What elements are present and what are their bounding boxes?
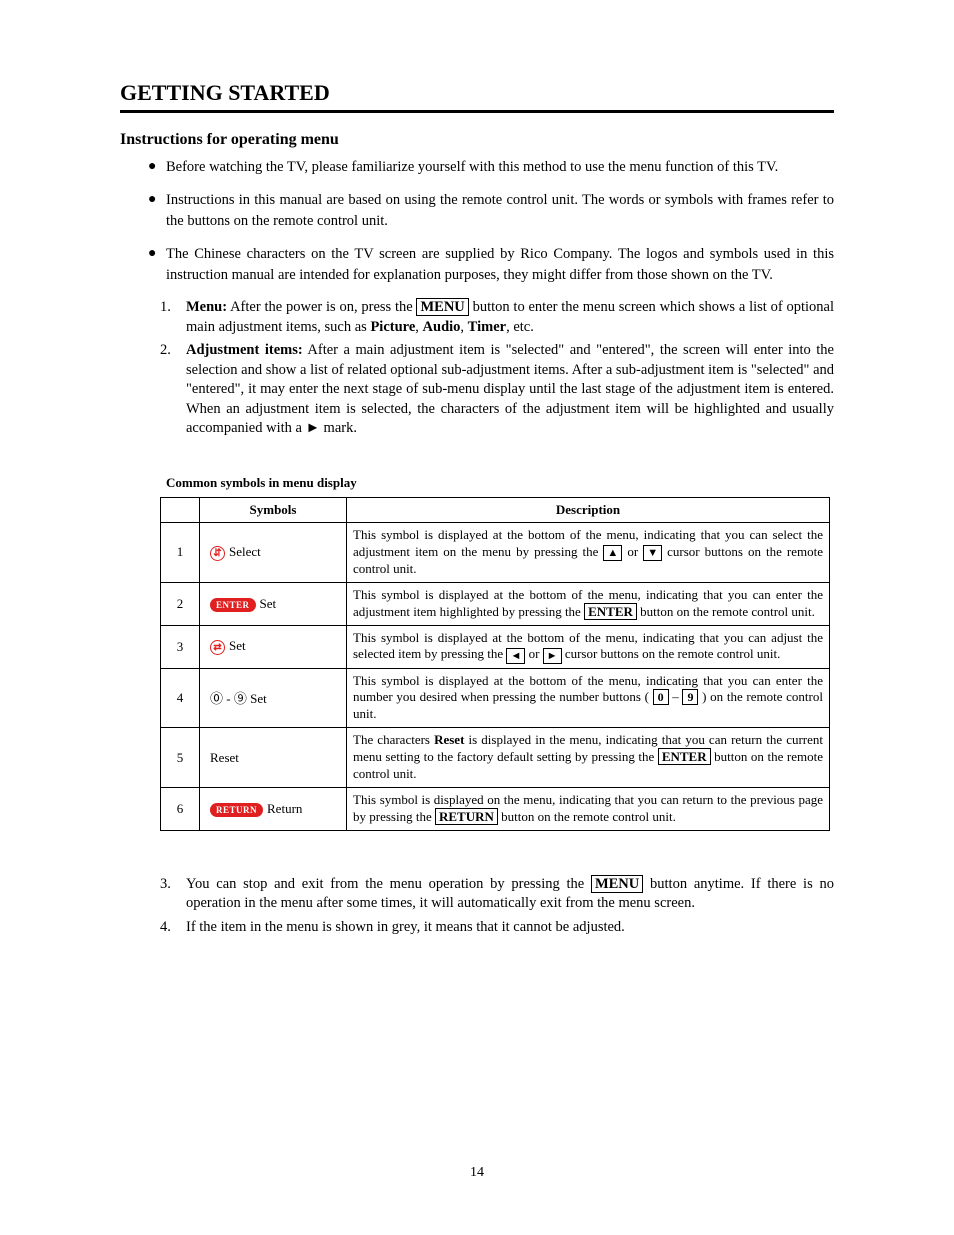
bullet-dot-icon: ● <box>148 244 166 286</box>
description-cell: This symbol is displayed at the bottom o… <box>347 668 830 728</box>
description-cell: This symbol is displayed at the bottom o… <box>347 582 830 625</box>
bullet-text: Before watching the TV, please familiari… <box>166 157 778 178</box>
table-row: 3 ⇄ Set This symbol is displayed at the b… <box>161 625 830 668</box>
table-row: 4 ⓪ - ⑨ Set This symbol is displayed at … <box>161 668 830 728</box>
right-arrow-icon: ► <box>543 648 562 664</box>
item-number: 3. <box>160 875 186 914</box>
row-number: 4 <box>161 668 200 728</box>
enter-button-label: ENTER <box>584 603 637 620</box>
select-icon: ⇵ <box>210 546 225 561</box>
list-item: 1. Menu: After the power is on, press th… <box>160 298 834 337</box>
return-pill-icon: RETURN <box>210 803 263 817</box>
menu-button-label: MENU <box>416 298 468 316</box>
symbol-label: Return <box>267 801 302 816</box>
header-symbols: Symbols <box>200 498 347 523</box>
zero-button-label: 0 <box>653 689 669 705</box>
row-number: 6 <box>161 787 200 830</box>
left-arrow-icon: ◄ <box>506 648 525 664</box>
bullet-text: Instructions in this manual are based on… <box>166 190 834 232</box>
symbol-label: Reset <box>210 750 239 765</box>
symbol-label: Set <box>250 691 267 706</box>
item-body: You can stop and exit from the menu oper… <box>186 875 834 914</box>
table-row: 1 ⇵ Select This symbol is displayed at th… <box>161 523 830 583</box>
list-item: 4. If the item in the menu is shown in g… <box>160 918 834 938</box>
number-range-icon: ⓪ - ⑨ <box>210 688 247 707</box>
table-row: 2 ENTER Set This symbol is displayed at t… <box>161 582 830 625</box>
adjust-icon: ⇄ <box>210 640 225 655</box>
list-item: 2. Adjustment items: After a main adjust… <box>160 341 834 439</box>
row-number: 2 <box>161 582 200 625</box>
header-description: Description <box>347 498 830 523</box>
description-cell: This symbol is displayed at the bottom o… <box>347 523 830 583</box>
return-button-label: RETURN <box>435 808 498 825</box>
bullet-dot-icon: ● <box>148 190 166 232</box>
bullet-item: ● The Chinese characters on the TV scree… <box>148 244 834 286</box>
up-arrow-icon: ▲ <box>603 545 622 561</box>
symbol-label: Select <box>229 544 261 559</box>
row-number: 1 <box>161 523 200 583</box>
enter-pill-icon: ENTER <box>210 598 256 612</box>
symbol-cell: Reset <box>200 728 347 788</box>
symbol-label: Set <box>260 596 277 611</box>
row-number: 5 <box>161 728 200 788</box>
symbol-cell: RETURN Return <box>200 787 347 830</box>
nine-button-label: 9 <box>682 689 698 705</box>
bullet-item: ● Before watching the TV, please familia… <box>148 157 834 178</box>
item-body: If the item in the menu is shown in grey… <box>186 918 625 938</box>
numbered-list: 1. Menu: After the power is on, press th… <box>120 298 834 439</box>
list-item: 3. You can stop and exit from the menu o… <box>160 875 834 914</box>
row-number: 3 <box>161 625 200 668</box>
manual-page: GETTING STARTED Instructions for operati… <box>0 0 954 1235</box>
symbol-cell: ⇵ Select <box>200 523 347 583</box>
down-arrow-icon: ▼ <box>643 545 662 561</box>
bullet-list: ● Before watching the TV, please familia… <box>120 157 834 286</box>
table-row: 6 RETURN Return This symbol is displayed … <box>161 787 830 830</box>
page-number: 14 <box>0 1165 954 1181</box>
bullet-text: The Chinese characters on the TV screen … <box>166 244 834 286</box>
item-number: 4. <box>160 918 186 938</box>
table-caption: Common symbols in menu display <box>166 475 834 491</box>
page-title: GETTING STARTED <box>120 80 834 106</box>
bullet-dot-icon: ● <box>148 157 166 178</box>
enter-button-label: ENTER <box>658 748 711 765</box>
header-blank <box>161 498 200 523</box>
symbol-cell: ENTER Set <box>200 582 347 625</box>
item-number: 2. <box>160 341 186 439</box>
description-cell: The characters Reset is displayed in the… <box>347 728 830 788</box>
description-cell: This symbol is displayed on the menu, in… <box>347 787 830 830</box>
bullet-item: ● Instructions in this manual are based … <box>148 190 834 232</box>
symbol-cell: ⓪ - ⑨ Set <box>200 668 347 728</box>
item-number: 1. <box>160 298 186 337</box>
item-body: Adjustment items: After a main adjustmen… <box>186 341 834 439</box>
numbered-list-cont: 3. You can stop and exit from the menu o… <box>120 875 834 938</box>
table-header-row: Symbols Description <box>161 498 830 523</box>
table-row: 5 Reset The characters Reset is displaye… <box>161 728 830 788</box>
symbol-label: Set <box>229 638 246 653</box>
title-rule <box>120 110 834 113</box>
symbols-table: Symbols Description 1 ⇵ Select This symbo… <box>160 497 830 831</box>
description-cell: This symbol is displayed at the bottom o… <box>347 625 830 668</box>
item-body: Menu: After the power is on, press the M… <box>186 298 834 337</box>
reset-word: Reset <box>434 732 464 747</box>
section-subtitle: Instructions for operating menu <box>120 131 834 149</box>
menu-button-label: MENU <box>591 875 643 893</box>
item-lead: Adjustment items: <box>186 342 303 358</box>
symbol-cell: ⇄ Set <box>200 625 347 668</box>
item-lead: Menu: <box>186 299 227 315</box>
